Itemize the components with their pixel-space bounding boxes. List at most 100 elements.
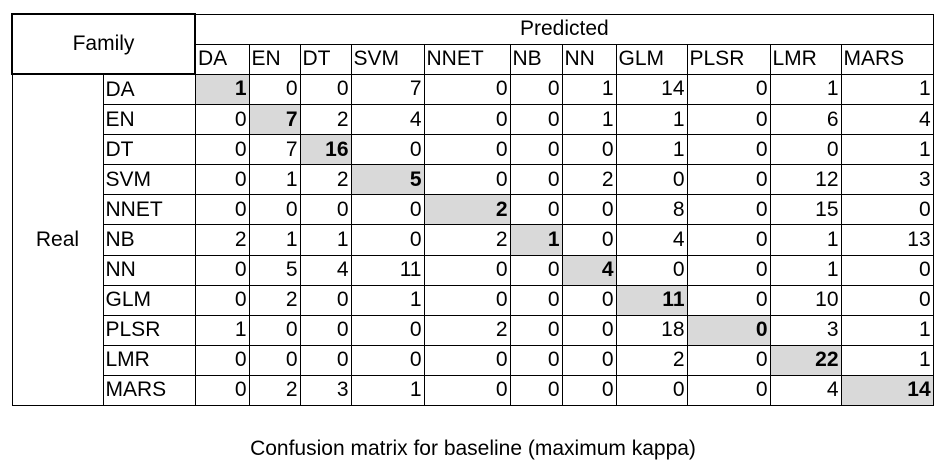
column-header-mars: MARS (840, 43, 934, 75)
matrix-cell: 0 (350, 134, 425, 166)
matrix-cell: 2 (248, 284, 301, 316)
matrix-cell: 0 (615, 374, 688, 407)
matrix-cell: 0 (686, 104, 771, 136)
matrix-cell: 0 (686, 164, 771, 196)
matrix-cell: 0 (840, 194, 934, 226)
matrix-cell: 3 (769, 314, 842, 346)
matrix-cell: 0 (194, 344, 250, 376)
matrix-cell: 12 (769, 164, 842, 196)
matrix-cell: 0 (561, 374, 617, 407)
table-row-nnet: NNET 0 0 0 0 2 0 0 8 0 15 0 (12, 194, 934, 226)
column-header-svm: SVM (350, 43, 425, 75)
row-header-en: EN (102, 104, 196, 136)
matrix-cell: 4 (615, 224, 688, 256)
matrix-cell: 2 (561, 164, 617, 196)
matrix-cell: 1 (840, 134, 934, 166)
matrix-cell: 0 (423, 134, 511, 166)
diagonal-cell: 4 (561, 254, 617, 286)
diagonal-cell: 16 (299, 134, 352, 166)
table-row-nb: NB 2 1 1 0 2 1 0 4 0 1 13 (12, 224, 934, 256)
matrix-cell: 0 (248, 344, 301, 376)
corner-family-label: Family (11, 13, 196, 75)
real-axis-label: Real (11, 73, 104, 406)
row-header-nn: NN (102, 254, 196, 286)
matrix-cell: 0 (686, 134, 771, 166)
row-header-plsr: PLSR (102, 314, 196, 346)
matrix-cell: 8 (615, 194, 688, 226)
row-header-mars: MARS (102, 374, 196, 407)
matrix-cell: 0 (248, 314, 301, 346)
matrix-cell: 1 (769, 224, 842, 256)
matrix-cell: 0 (615, 254, 688, 286)
matrix-cell: 0 (194, 254, 250, 286)
column-header-plsr: PLSR (686, 43, 771, 75)
matrix-cell: 1 (769, 73, 842, 106)
column-header-da: DA (194, 43, 250, 75)
matrix-cell: 0 (194, 194, 250, 226)
matrix-cell: 1 (248, 224, 301, 256)
matrix-cell: 0 (509, 284, 563, 316)
matrix-cell: 1 (840, 344, 934, 376)
matrix-cell: 1 (194, 314, 250, 346)
matrix-cell: 0 (194, 164, 250, 196)
matrix-cell: 2 (248, 374, 301, 407)
matrix-cell: 0 (350, 314, 425, 346)
diagonal-cell: 22 (769, 344, 842, 376)
matrix-cell: 0 (686, 73, 771, 106)
header-row-columns: DA EN DT SVM NNET NB NN GLM PLSR LMR MARS (12, 43, 934, 75)
matrix-cell: 0 (423, 73, 511, 106)
table-row-glm: GLM 0 2 0 1 0 0 0 11 0 10 0 (12, 284, 934, 316)
matrix-cell: 0 (561, 224, 617, 256)
matrix-cell: 4 (350, 104, 425, 136)
matrix-cell: 5 (248, 254, 301, 286)
matrix-cell: 0 (561, 314, 617, 346)
diagonal-cell: 1 (194, 73, 250, 106)
diagonal-cell: 0 (686, 314, 771, 346)
matrix-cell: 0 (299, 194, 352, 226)
matrix-cell: 0 (686, 344, 771, 376)
table-row-dt: DT 0 7 16 0 0 0 0 1 0 0 1 (12, 134, 934, 166)
matrix-cell: 0 (561, 194, 617, 226)
matrix-cell: 0 (509, 104, 563, 136)
matrix-cell: 7 (350, 73, 425, 106)
matrix-cell: 0 (686, 254, 771, 286)
matrix-cell: 0 (423, 284, 511, 316)
matrix-cell: 1 (561, 104, 617, 136)
matrix-cell: 0 (423, 344, 511, 376)
matrix-cell: 1 (769, 254, 842, 286)
confusion-matrix-body: Family Predicted DA EN DT SVM NNET NB NN GLM PLS… (11, 13, 934, 407)
matrix-cell: 0 (686, 224, 771, 256)
table-row-lmr: LMR 0 0 0 0 0 0 0 2 0 22 1 (12, 344, 934, 376)
matrix-cell: 0 (248, 194, 301, 226)
matrix-cell: 10 (769, 284, 842, 316)
matrix-cell: 0 (299, 284, 352, 316)
matrix-cell: 1 (615, 104, 688, 136)
matrix-cell: 1 (561, 73, 617, 106)
table-row-mars: MARS 0 2 3 1 0 0 0 0 0 4 14 (12, 374, 934, 407)
matrix-cell: 1 (615, 134, 688, 166)
matrix-cell: 2 (299, 164, 352, 196)
matrix-cell: 0 (509, 194, 563, 226)
row-header-dt: DT (102, 134, 196, 166)
diagonal-cell: 5 (350, 164, 425, 196)
matrix-cell: 2 (423, 224, 511, 256)
column-header-glm: GLM (615, 43, 688, 75)
matrix-cell: 0 (194, 284, 250, 316)
row-header-nnet: NNET (102, 194, 196, 226)
matrix-cell: 0 (509, 344, 563, 376)
matrix-cell: 0 (686, 284, 771, 316)
table-row-en: EN 0 7 2 4 0 0 1 1 0 6 4 (12, 104, 934, 136)
row-header-nb: NB (102, 224, 196, 256)
matrix-cell: 4 (769, 374, 842, 407)
diagonal-cell: 2 (423, 194, 511, 226)
matrix-cell: 1 (350, 284, 425, 316)
confusion-matrix-table: Family Predicted DA EN DT SVM NNET NB NN GLM PLS… (11, 13, 934, 407)
matrix-cell: 0 (194, 104, 250, 136)
header-row-predicted: Family Predicted (11, 13, 934, 75)
matrix-cell: 14 (615, 73, 688, 106)
column-header-en: EN (248, 43, 301, 75)
matrix-cell: 0 (840, 254, 934, 286)
column-header-nn: NN (561, 43, 617, 75)
diagonal-cell: 11 (615, 284, 688, 316)
predicted-axis-label: Predicted (194, 13, 934, 45)
